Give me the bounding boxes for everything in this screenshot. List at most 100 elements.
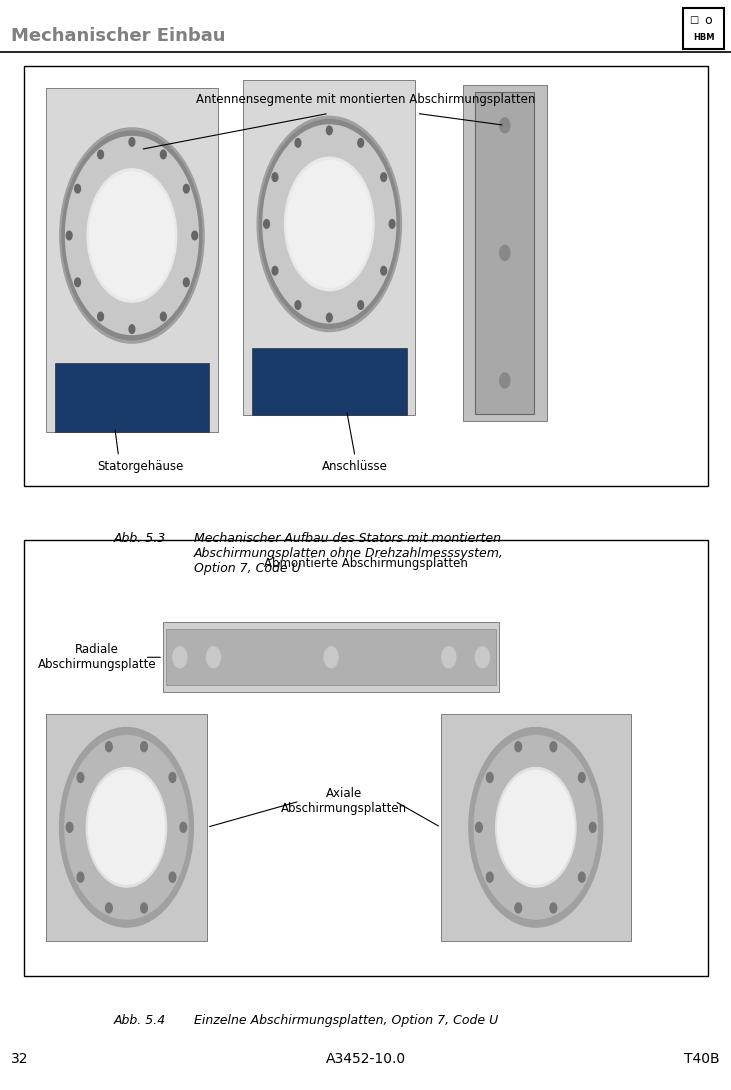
Bar (683, 8, 724, 49)
Circle shape (89, 172, 175, 299)
Bar (46, 87, 218, 432)
Circle shape (486, 872, 493, 882)
Bar (475, 92, 534, 414)
Circle shape (476, 822, 482, 833)
Circle shape (442, 646, 456, 668)
Circle shape (263, 125, 395, 323)
Circle shape (550, 903, 557, 913)
Circle shape (295, 301, 301, 310)
Circle shape (65, 736, 188, 919)
Circle shape (105, 903, 113, 913)
Text: Axiale
Abschirmungsplatten: Axiale Abschirmungsplatten (281, 787, 406, 815)
Circle shape (515, 903, 522, 913)
Circle shape (160, 150, 166, 159)
Circle shape (272, 266, 278, 275)
Circle shape (498, 771, 574, 884)
Circle shape (129, 325, 135, 334)
Circle shape (105, 741, 113, 752)
Circle shape (589, 822, 596, 833)
Circle shape (67, 231, 72, 240)
Circle shape (77, 773, 84, 783)
Text: A3452-10.0: A3452-10.0 (325, 1053, 406, 1066)
Text: Anschlüsse: Anschlüsse (322, 460, 388, 473)
Circle shape (381, 266, 387, 275)
Circle shape (475, 646, 490, 668)
Circle shape (486, 773, 493, 783)
Circle shape (75, 278, 80, 287)
Circle shape (66, 136, 198, 335)
Circle shape (357, 138, 363, 147)
Circle shape (129, 137, 135, 146)
Circle shape (260, 120, 399, 328)
Text: 32: 32 (11, 1053, 29, 1066)
Circle shape (578, 872, 586, 882)
Circle shape (500, 118, 510, 133)
Circle shape (257, 117, 401, 331)
Text: o: o (705, 13, 712, 26)
Text: Einzelne Abschirmungsplatten, Option 7, Code U: Einzelne Abschirmungsplatten, Option 7, … (194, 1014, 498, 1027)
Circle shape (496, 767, 576, 887)
Circle shape (183, 278, 189, 287)
Circle shape (140, 903, 148, 913)
Circle shape (98, 150, 104, 159)
Circle shape (59, 727, 194, 928)
Circle shape (500, 373, 510, 388)
Text: T40B: T40B (684, 1053, 720, 1066)
Circle shape (98, 312, 104, 320)
Text: Radiale
Abschirmungsplatte: Radiale Abschirmungsplatte (38, 643, 156, 671)
Circle shape (284, 157, 374, 291)
Text: Mechanischer Aufbau des Stators mit montierten
Abschirmungsplatten ohne Drehzahl: Mechanischer Aufbau des Stators mit mont… (194, 532, 504, 574)
Bar (24, 540, 708, 976)
Bar (167, 629, 496, 686)
Circle shape (381, 173, 387, 181)
Text: Statorgehäuse: Statorgehäuse (97, 460, 183, 473)
Circle shape (550, 741, 557, 752)
Circle shape (327, 313, 332, 322)
Circle shape (77, 872, 84, 882)
Circle shape (62, 131, 202, 340)
Text: Antennensegmente mit montierten Abschirmungsplatten: Antennensegmente mit montierten Abschirm… (196, 93, 535, 106)
Text: Abb. 5.3: Abb. 5.3 (113, 532, 165, 545)
Circle shape (173, 646, 187, 668)
Circle shape (500, 245, 510, 261)
Circle shape (578, 773, 586, 783)
Circle shape (160, 312, 166, 320)
Text: □: □ (689, 15, 698, 25)
Text: HBM: HBM (693, 33, 714, 41)
Circle shape (515, 741, 522, 752)
Bar (252, 348, 406, 415)
Circle shape (192, 231, 197, 240)
Bar (243, 80, 415, 415)
Circle shape (389, 219, 395, 228)
Bar (55, 363, 209, 432)
Bar (46, 714, 207, 941)
Circle shape (60, 128, 204, 343)
Circle shape (88, 771, 164, 884)
Bar (441, 714, 631, 941)
Circle shape (357, 301, 363, 310)
Circle shape (474, 736, 597, 919)
Text: Abb. 5.4: Abb. 5.4 (113, 1014, 165, 1027)
Circle shape (264, 219, 270, 228)
Circle shape (169, 773, 176, 783)
Circle shape (327, 126, 332, 135)
Bar (24, 66, 708, 486)
Circle shape (272, 173, 278, 181)
Circle shape (183, 184, 189, 193)
Bar (163, 622, 499, 692)
Circle shape (67, 822, 73, 833)
Circle shape (295, 138, 301, 147)
Circle shape (180, 822, 186, 833)
Bar (463, 85, 547, 421)
Text: Abmontierte Abschirmungsplatten: Abmontierte Abschirmungsplatten (264, 557, 467, 570)
Circle shape (86, 767, 167, 887)
Circle shape (140, 741, 148, 752)
Circle shape (87, 169, 177, 302)
Text: Mechanischer Einbau: Mechanischer Einbau (11, 27, 225, 45)
Circle shape (287, 160, 372, 288)
Circle shape (206, 646, 221, 668)
Circle shape (169, 872, 176, 882)
Circle shape (75, 184, 80, 193)
Circle shape (324, 646, 338, 668)
Circle shape (469, 727, 603, 928)
